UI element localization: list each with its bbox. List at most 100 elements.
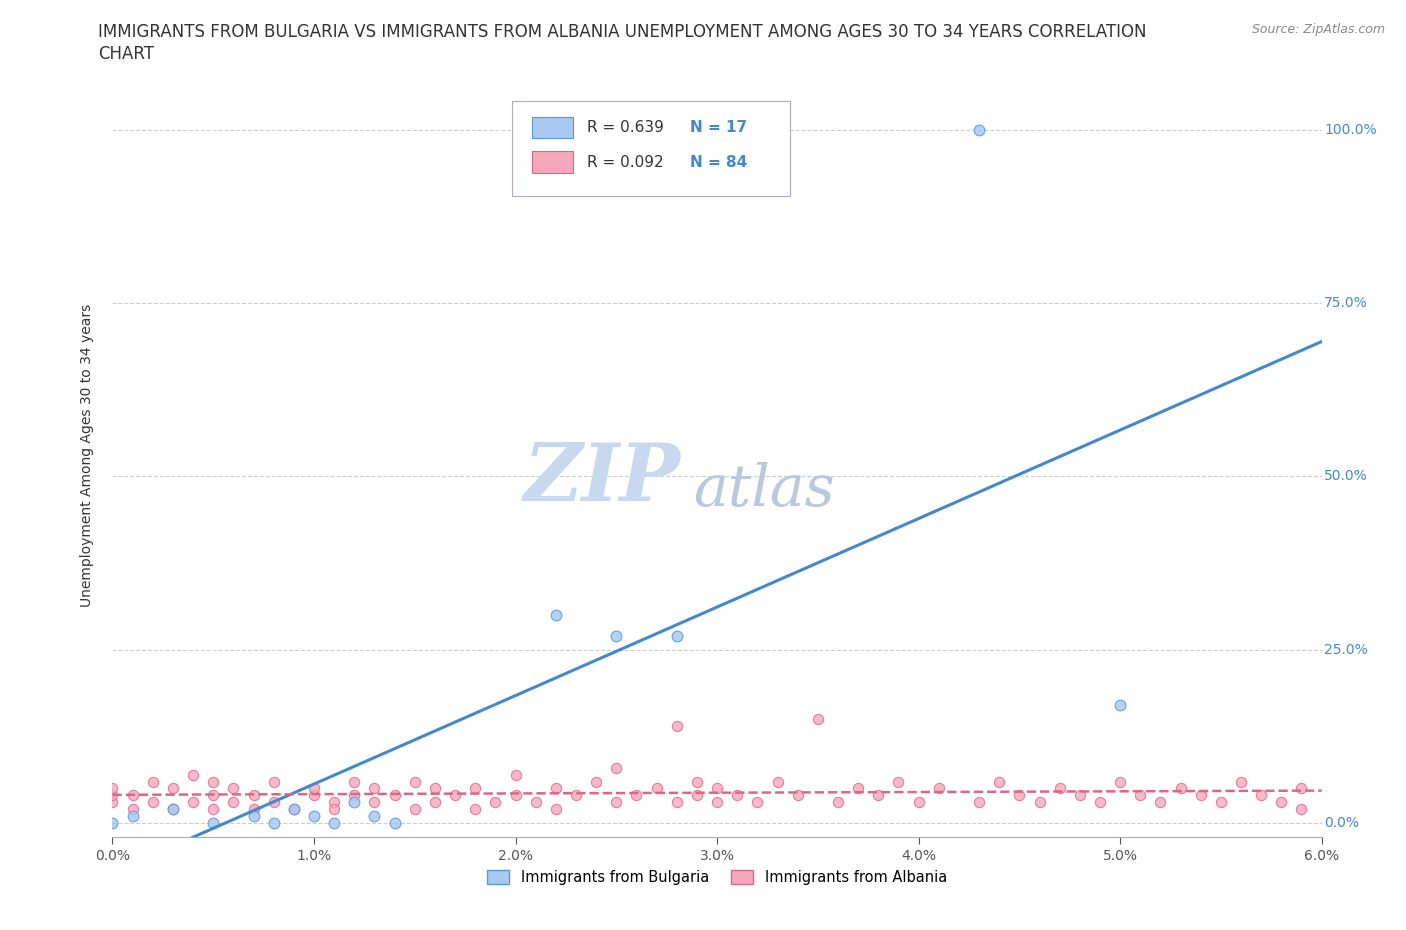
Point: [343, 788, 366, 803]
Text: atlas: atlas: [693, 462, 835, 518]
Point: [1291, 781, 1313, 796]
Point: [706, 795, 728, 810]
Point: [263, 816, 285, 830]
Point: [101, 816, 124, 830]
Point: [887, 774, 910, 789]
Point: [222, 781, 245, 796]
Point: [121, 788, 143, 803]
Text: 25.0%: 25.0%: [1324, 643, 1368, 657]
Point: [868, 788, 890, 803]
Point: [605, 795, 627, 810]
Point: [242, 809, 264, 824]
Point: [363, 781, 385, 796]
Point: [162, 781, 184, 796]
Point: [827, 795, 849, 810]
Point: [706, 781, 728, 796]
Point: [423, 795, 446, 810]
Point: [1170, 781, 1192, 796]
Text: R = 0.639: R = 0.639: [588, 120, 664, 135]
Point: [1149, 795, 1171, 810]
Point: [121, 809, 143, 824]
Point: [967, 123, 990, 138]
Point: [807, 711, 830, 726]
Point: [343, 774, 366, 789]
Point: [263, 774, 285, 789]
Point: [1209, 795, 1232, 810]
Point: [1008, 788, 1031, 803]
Point: [343, 795, 366, 810]
Point: [766, 774, 789, 789]
Point: [302, 788, 325, 803]
FancyBboxPatch shape: [512, 101, 790, 196]
Point: [464, 802, 486, 817]
Point: [181, 767, 204, 782]
Point: [1069, 788, 1091, 803]
Text: N = 84: N = 84: [690, 154, 747, 169]
Point: [423, 781, 446, 796]
Point: [444, 788, 467, 803]
Point: [263, 795, 285, 810]
Point: [202, 816, 225, 830]
Point: [1088, 795, 1111, 810]
Text: 0.0%: 0.0%: [1324, 817, 1360, 830]
Point: [121, 802, 143, 817]
Point: [242, 802, 264, 817]
Bar: [531, 152, 572, 173]
Point: [242, 788, 264, 803]
Point: [544, 607, 567, 622]
Point: [363, 809, 385, 824]
Point: [484, 795, 506, 810]
Point: [142, 795, 165, 810]
Point: [605, 629, 627, 644]
Point: [1291, 802, 1313, 817]
Point: [645, 781, 668, 796]
Point: [967, 795, 990, 810]
Text: 50.0%: 50.0%: [1324, 470, 1368, 484]
Text: R = 0.092: R = 0.092: [588, 154, 664, 169]
Point: [302, 781, 325, 796]
Point: [101, 788, 124, 803]
Point: [747, 795, 769, 810]
Text: Source: ZipAtlas.com: Source: ZipAtlas.com: [1251, 23, 1385, 36]
Point: [544, 802, 567, 817]
Point: [404, 774, 426, 789]
Point: [1109, 774, 1132, 789]
Y-axis label: Unemployment Among Ages 30 to 34 years: Unemployment Among Ages 30 to 34 years: [80, 304, 94, 607]
Point: [222, 795, 245, 810]
Point: [202, 802, 225, 817]
Point: [505, 767, 527, 782]
Point: [323, 795, 346, 810]
Point: [1129, 788, 1152, 803]
Bar: [531, 117, 572, 139]
Point: [665, 629, 688, 644]
Point: [505, 788, 527, 803]
Point: [101, 795, 124, 810]
Text: N = 17: N = 17: [690, 120, 747, 135]
Point: [142, 774, 165, 789]
Point: [1189, 788, 1212, 803]
Point: [565, 788, 588, 803]
Point: [1049, 781, 1071, 796]
Point: [202, 774, 225, 789]
Legend: Immigrants from Bulgaria, Immigrants from Albania: Immigrants from Bulgaria, Immigrants fro…: [481, 864, 953, 891]
Point: [1028, 795, 1050, 810]
Point: [626, 788, 648, 803]
Point: [162, 802, 184, 817]
Text: 100.0%: 100.0%: [1324, 123, 1376, 137]
Point: [524, 795, 547, 810]
Point: [786, 788, 808, 803]
Text: 75.0%: 75.0%: [1324, 296, 1368, 311]
Point: [605, 760, 627, 775]
Point: [988, 774, 1011, 789]
Point: [162, 802, 184, 817]
Point: [585, 774, 607, 789]
Point: [283, 802, 305, 817]
Point: [302, 809, 325, 824]
Point: [202, 788, 225, 803]
Point: [686, 774, 709, 789]
Text: ZIP: ZIP: [524, 440, 681, 517]
Point: [928, 781, 950, 796]
Point: [384, 816, 406, 830]
Point: [181, 795, 204, 810]
Point: [686, 788, 709, 803]
